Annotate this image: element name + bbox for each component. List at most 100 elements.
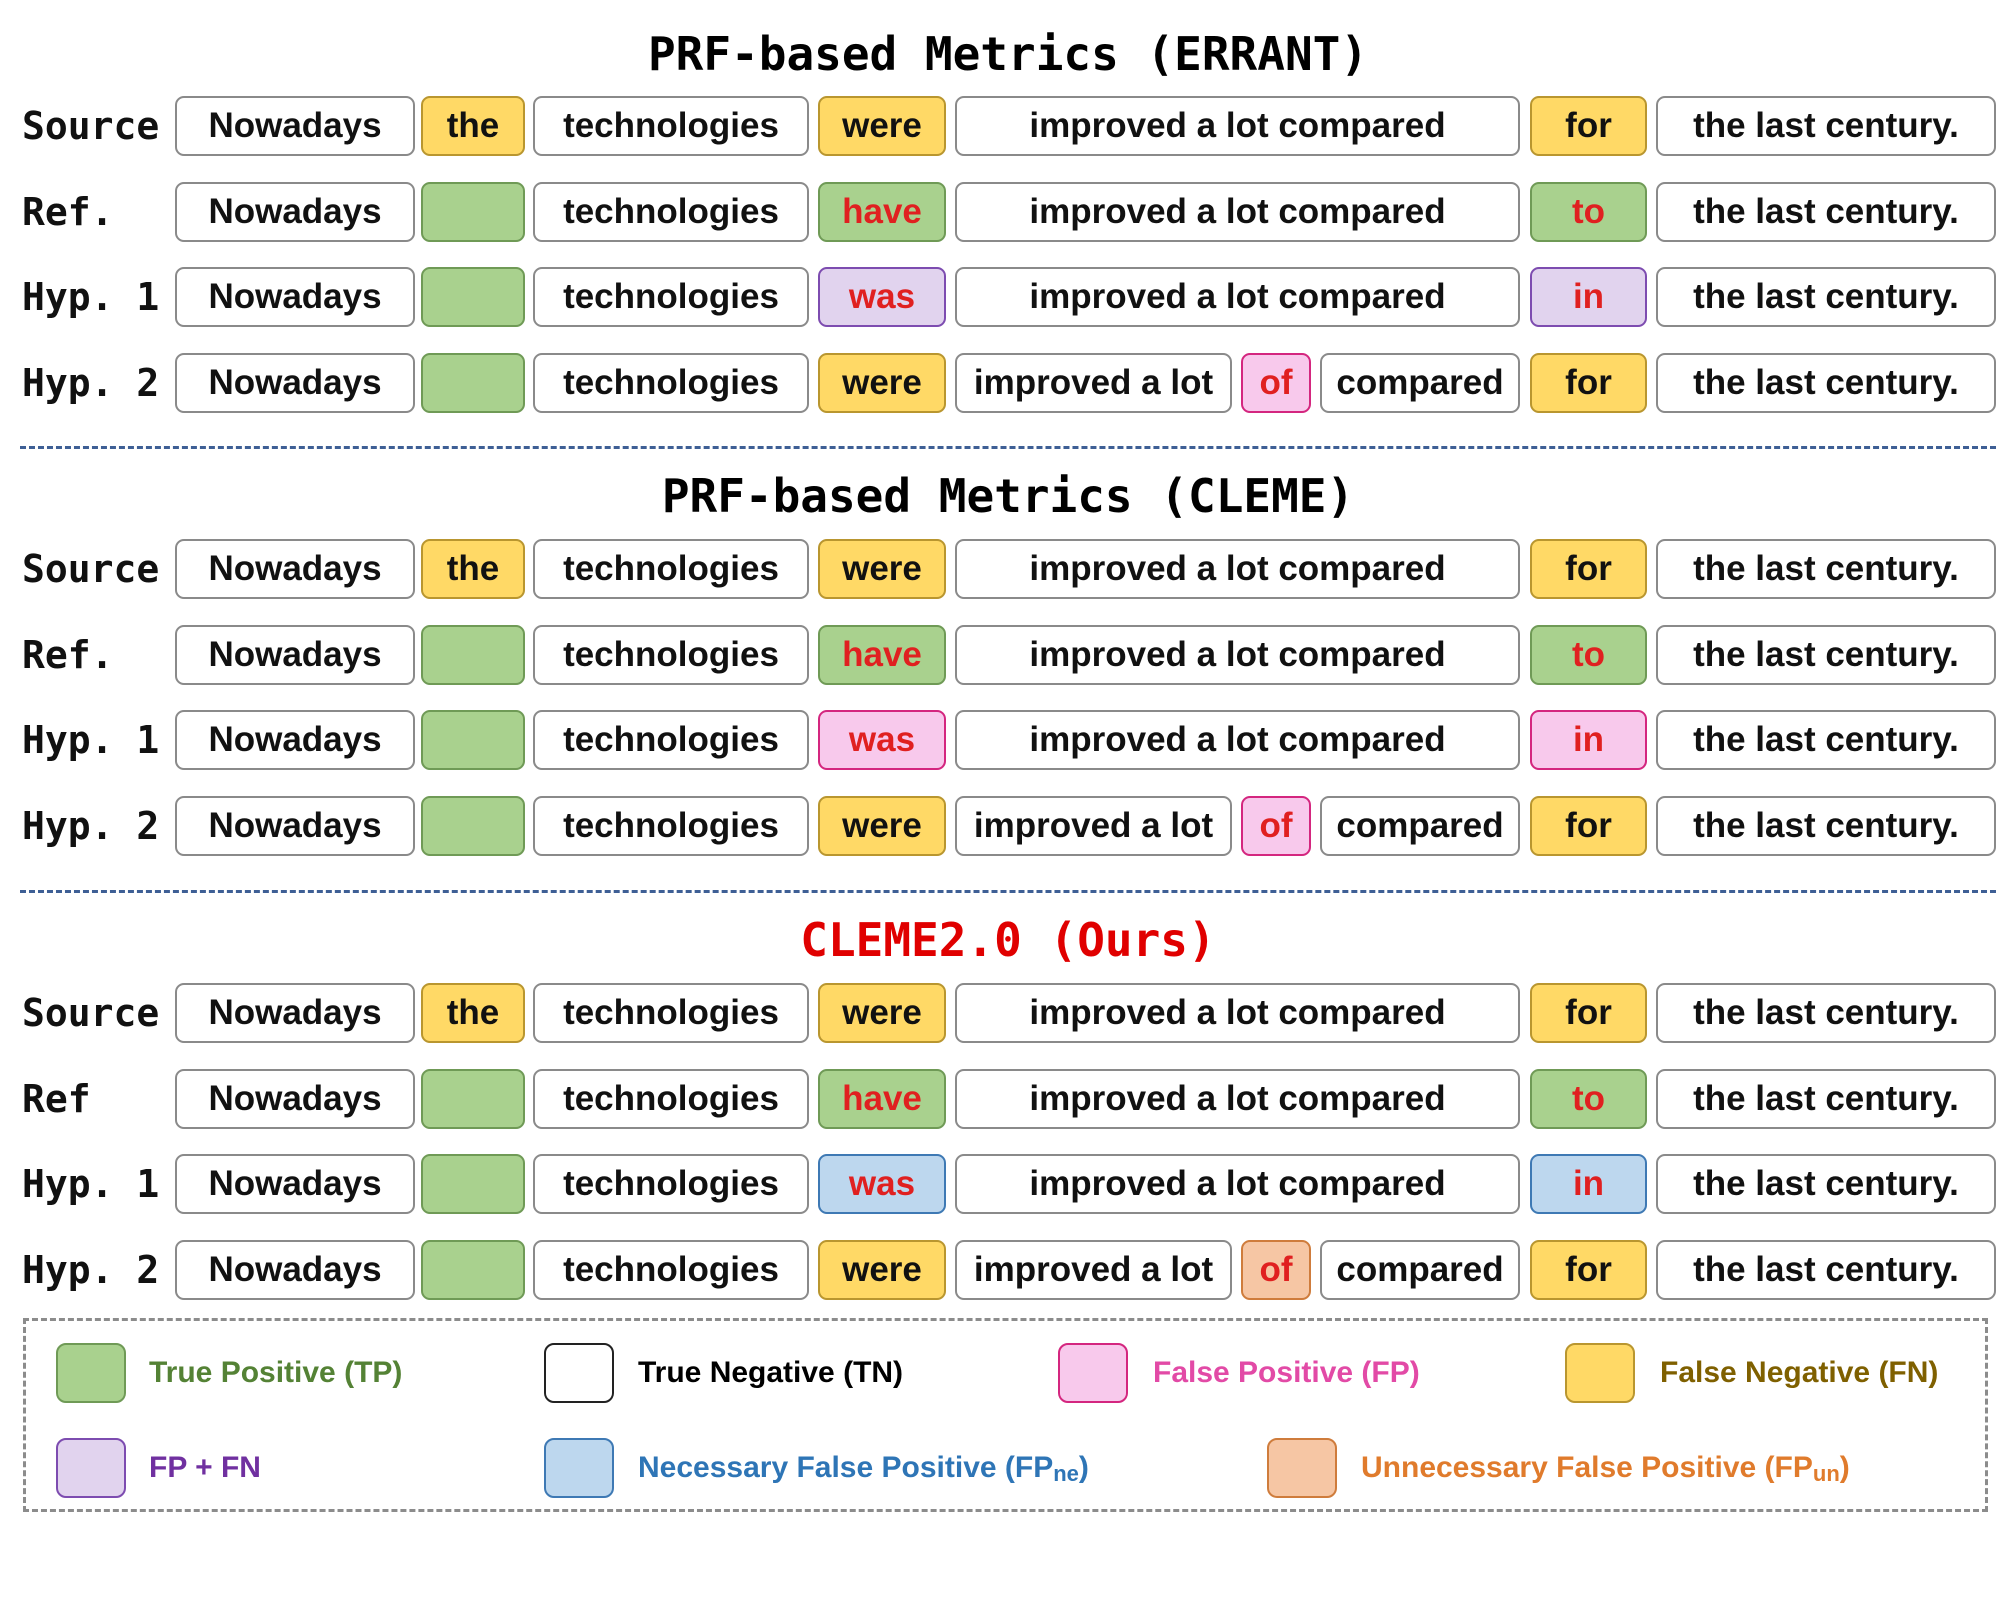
token-cell-tp — [421, 625, 525, 685]
row-label: Ref. — [22, 633, 114, 677]
token-cell-fn: for — [1530, 353, 1647, 413]
token-cell-tn: Nowadays — [175, 625, 415, 685]
token-cell-fpne: in — [1530, 1154, 1647, 1214]
token-cell-tn: the last century. — [1656, 1154, 1996, 1214]
row-label: Hyp. 2 — [22, 361, 160, 405]
legend-swatch-fp — [1058, 1343, 1128, 1403]
token-cell-tn: the last century. — [1656, 1240, 1996, 1300]
token-cell-fn: were — [818, 1240, 946, 1300]
token-cell-tn: the last century. — [1656, 710, 1996, 770]
row-label: Hyp. 2 — [22, 1248, 160, 1292]
token-cell-tn: improved a lot compared — [955, 625, 1520, 685]
token-cell-fn: were — [818, 539, 946, 599]
token-cell-tp — [421, 182, 525, 242]
token-cell-tn: Nowadays — [175, 353, 415, 413]
legend-label-text: False Negative (FN) — [1660, 1356, 1939, 1389]
token-cell-tn: improved a lot compared — [955, 983, 1520, 1043]
row-label: Hyp. 2 — [22, 804, 160, 848]
token-cell-fp: in — [1530, 710, 1647, 770]
token-cell-tn: the last century. — [1656, 625, 1996, 685]
panel-title: PRF-based Metrics (CLEME) — [661, 469, 1355, 523]
legend-label-subscript: un — [1812, 1461, 1840, 1486]
token-cell-tn: Nowadays — [175, 1069, 415, 1129]
token-cell-fp: of — [1241, 796, 1311, 856]
legend-label-text: Necessary False Positive (FP — [638, 1451, 1054, 1484]
token-cell-tn: the last century. — [1656, 96, 1996, 156]
legend-label-fp: False Positive (FP) — [1153, 1343, 1420, 1403]
legend-label-fpfn: FP + FN — [149, 1438, 261, 1498]
token-cell-tn: the last century. — [1656, 182, 1996, 242]
legend-label-text: False Positive (FP) — [1153, 1356, 1420, 1389]
token-cell-tn: improved a lot compared — [955, 96, 1520, 156]
token-cell-tn: Nowadays — [175, 796, 415, 856]
token-cell-tp: have — [818, 1069, 946, 1129]
token-cell-fn: for — [1530, 96, 1647, 156]
token-cell-tn: improved a lot compared — [955, 710, 1520, 770]
row-label: Source — [22, 104, 160, 148]
token-cell-tp — [421, 267, 525, 327]
token-cell-tn: Nowadays — [175, 1154, 415, 1214]
token-cell-tn: Nowadays — [175, 983, 415, 1043]
legend-label-tn: True Negative (TN) — [638, 1343, 903, 1403]
token-cell-tn: Nowadays — [175, 539, 415, 599]
legend-label-text: True Negative (TN) — [638, 1356, 904, 1389]
legend-label-text: True Positive (TP) — [149, 1356, 403, 1389]
legend-label-fpne: Necessary False Positive (FPne) — [638, 1438, 1089, 1498]
token-cell-fpfn: in — [1530, 267, 1647, 327]
token-cell-tp — [421, 1240, 525, 1300]
token-cell-tn: Nowadays — [175, 96, 415, 156]
legend-swatch-fpne — [544, 1438, 614, 1498]
token-cell-tn: technologies — [533, 539, 809, 599]
token-cell-tn: the last century. — [1656, 353, 1996, 413]
legend-label-tp: True Positive (TP) — [149, 1343, 402, 1403]
token-cell-tp: have — [818, 182, 946, 242]
legend-swatch-tp — [56, 1343, 126, 1403]
token-cell-fpfn: was — [818, 267, 946, 327]
token-cell-fn: the — [421, 983, 525, 1043]
token-cell-tn: Nowadays — [175, 710, 415, 770]
token-cell-tn: technologies — [533, 625, 809, 685]
token-cell-tp — [421, 796, 525, 856]
token-cell-fpun: of — [1241, 1240, 1311, 1300]
token-cell-tn: technologies — [533, 267, 809, 327]
row-label: Ref. — [22, 190, 114, 234]
token-cell-fn: the — [421, 539, 525, 599]
token-cell-tn: technologies — [533, 1154, 809, 1214]
token-cell-tp — [421, 1154, 525, 1214]
legend-swatch-fpun — [1267, 1438, 1337, 1498]
legend-label-text: Unnecessary False Positive (FP — [1361, 1451, 1813, 1484]
token-cell-tn: improved a lot — [955, 1240, 1232, 1300]
panel-title: PRF-based Metrics (ERRANT) — [647, 27, 1369, 81]
panel-title: CLEME2.0 (Ours) — [800, 913, 1216, 967]
token-cell-fn: for — [1530, 983, 1647, 1043]
legend-swatch-fn — [1565, 1343, 1635, 1403]
token-cell-fn: for — [1530, 796, 1647, 856]
token-cell-tn: the last century. — [1656, 267, 1996, 327]
token-cell-tn: improved a lot — [955, 796, 1232, 856]
row-label: Source — [22, 991, 160, 1035]
token-cell-fn: were — [818, 353, 946, 413]
token-cell-fn: for — [1530, 1240, 1647, 1300]
token-cell-fn: the — [421, 96, 525, 156]
token-cell-tn: the last century. — [1656, 983, 1996, 1043]
token-cell-tn: compared — [1320, 353, 1520, 413]
row-label: Hyp. 1 — [22, 275, 160, 319]
token-cell-fp: of — [1241, 353, 1311, 413]
row-label: Ref — [22, 1077, 91, 1121]
section-divider — [20, 446, 1996, 449]
legend-swatch-fpfn — [56, 1438, 126, 1498]
token-cell-tn: improved a lot compared — [955, 539, 1520, 599]
token-cell-tn: technologies — [533, 353, 809, 413]
token-cell-tp: to — [1530, 1069, 1647, 1129]
legend-label-subscript: ne — [1053, 1461, 1079, 1486]
token-cell-tn: improved a lot compared — [955, 1154, 1520, 1214]
token-cell-tn: improved a lot compared — [955, 267, 1520, 327]
token-cell-tn: improved a lot compared — [955, 182, 1520, 242]
section-divider — [20, 890, 1996, 893]
token-cell-fn: were — [818, 983, 946, 1043]
legend-label-tail: ) — [1078, 1451, 1089, 1484]
token-cell-fn: were — [818, 796, 946, 856]
legend-label-text: FP + FN — [149, 1451, 261, 1484]
token-cell-tn: compared — [1320, 796, 1520, 856]
